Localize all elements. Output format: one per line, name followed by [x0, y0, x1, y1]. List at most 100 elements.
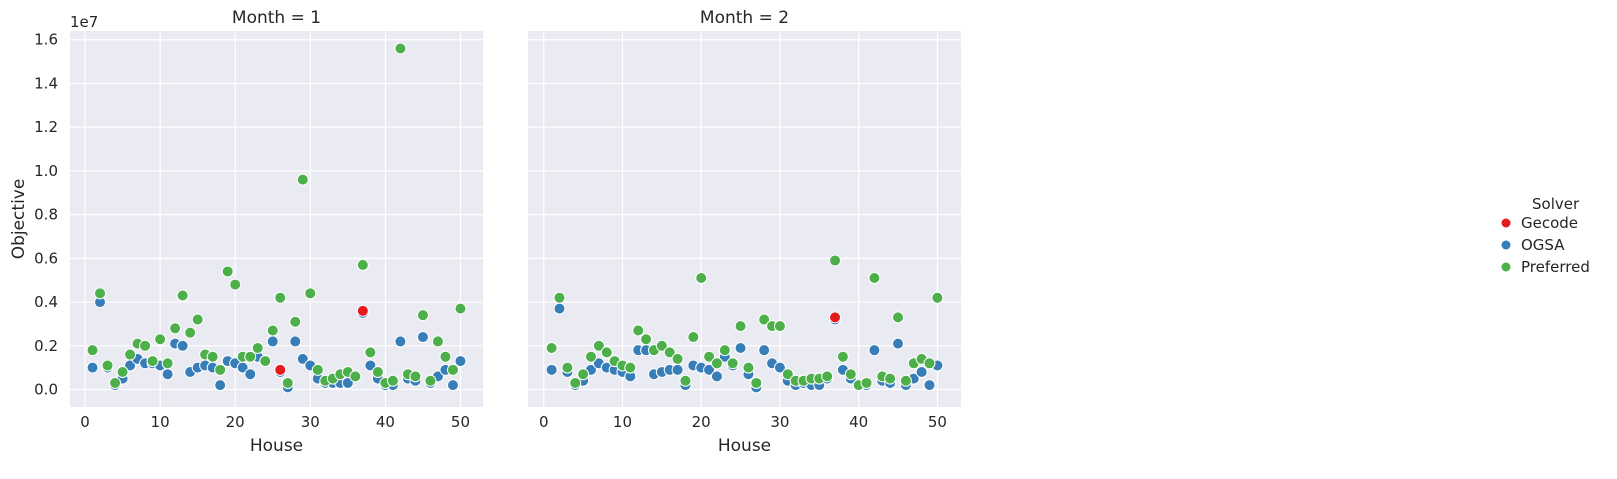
- legend-marker: [1501, 240, 1511, 250]
- data-point-preferred: [569, 376, 582, 389]
- data-point-preferred: [592, 339, 605, 352]
- legend-label: Gecode: [1521, 214, 1578, 232]
- data-point-preferred: [356, 258, 369, 271]
- data-point-preferred: [687, 331, 700, 344]
- data-point-preferred: [679, 374, 692, 387]
- data-point-ogsa: [266, 335, 279, 348]
- data-point-preferred: [640, 333, 653, 346]
- data-point-gecode: [829, 311, 842, 324]
- data-point-preferred: [154, 333, 167, 346]
- series-preferred: [545, 254, 944, 392]
- y-tick-label: 1.0: [34, 162, 58, 180]
- x-tick-label: 50: [928, 413, 947, 431]
- data-point-preferred: [577, 368, 590, 381]
- data-point-ogsa: [454, 355, 467, 368]
- data-point-preferred: [431, 335, 444, 348]
- data-point-ogsa: [923, 379, 936, 392]
- legend: Solver Gecode OGSA Preferred: [1501, 195, 1590, 276]
- y-tick-label: 0.0: [34, 381, 58, 399]
- data-point-preferred: [710, 357, 723, 370]
- data-point-ogsa: [545, 363, 558, 376]
- data-point-preferred: [386, 374, 399, 387]
- data-point-preferred: [624, 361, 637, 374]
- data-point-preferred: [931, 291, 944, 304]
- y-axis-label: Objective: [9, 179, 29, 260]
- legend-label: OGSA: [1521, 236, 1565, 254]
- data-point-preferred: [116, 366, 129, 379]
- data-point-preferred: [394, 42, 407, 55]
- data-point-ogsa: [703, 363, 716, 376]
- legend-entries: Gecode OGSA Preferred: [1501, 214, 1590, 276]
- y-tick-label: 1.2: [34, 118, 58, 136]
- data-point-preferred: [416, 309, 429, 322]
- legend-item-preferred: Preferred: [1501, 258, 1590, 276]
- x-tick-label: 0: [539, 413, 549, 431]
- series-gecode: [274, 304, 369, 376]
- y-tick-label: 1.4: [34, 74, 58, 92]
- data-point-preferred: [561, 361, 574, 374]
- legend-marker: [1501, 262, 1511, 272]
- data-point-ogsa: [446, 379, 459, 392]
- data-point-preferred: [884, 372, 897, 385]
- data-point-ogsa: [773, 361, 786, 374]
- data-point-gecode: [356, 304, 369, 317]
- data-point-preferred: [274, 291, 287, 304]
- data-point-preferred: [600, 346, 613, 359]
- data-point-preferred: [632, 324, 645, 337]
- x-tick-label: 40: [376, 413, 395, 431]
- data-point-preferred: [439, 350, 452, 363]
- y-tick-label: 0.6: [34, 249, 58, 267]
- data-point-preferred: [221, 265, 234, 278]
- legend-item-gecode: Gecode: [1501, 214, 1578, 232]
- data-point-preferred: [892, 311, 905, 324]
- data-point-preferred: [109, 376, 122, 389]
- data-point-preferred: [545, 341, 558, 354]
- data-point-preferred: [703, 350, 716, 363]
- data-point-preferred: [671, 352, 684, 365]
- data-point-preferred: [161, 357, 174, 370]
- data-point-preferred: [860, 376, 873, 389]
- data-point-preferred: [742, 361, 755, 374]
- data-point-preferred: [251, 341, 264, 354]
- data-point-preferred: [718, 344, 731, 357]
- data-point-preferred: [844, 368, 857, 381]
- data-point-preferred: [829, 254, 842, 267]
- data-point-preferred: [584, 350, 597, 363]
- x-tick-label: 20: [226, 413, 245, 431]
- data-point-preferred: [101, 359, 114, 372]
- data-point-ogsa: [553, 302, 566, 315]
- data-point-preferred: [191, 313, 204, 326]
- data-point-ogsa: [214, 379, 227, 392]
- data-point-preferred: [86, 344, 99, 357]
- data-point-preferred: [176, 289, 189, 302]
- data-point-ogsa: [161, 368, 174, 381]
- y-tick-label: 0.4: [34, 293, 58, 311]
- data-point-preferred: [821, 370, 834, 383]
- data-point-preferred: [146, 355, 159, 368]
- data-point-preferred: [244, 350, 257, 363]
- data-point-preferred: [663, 346, 676, 359]
- data-point-preferred: [296, 173, 309, 186]
- panel-2: 0 10 20 30 40 50 Month = 2 House: [528, 8, 961, 456]
- data-point-preferred: [349, 370, 362, 383]
- data-point-preferred: [124, 348, 137, 361]
- x-axis-label: House: [250, 436, 303, 456]
- x-tick-label: 30: [301, 413, 320, 431]
- data-point-preferred: [304, 287, 317, 300]
- x-tick-label: 40: [849, 413, 868, 431]
- data-point-ogsa: [710, 370, 723, 383]
- data-point-preferred: [289, 315, 302, 328]
- data-point-ogsa: [671, 363, 684, 376]
- data-point-ogsa: [176, 339, 189, 352]
- data-point-preferred: [139, 339, 152, 352]
- data-point-preferred: [758, 313, 771, 326]
- data-point-ogsa: [868, 344, 881, 357]
- data-point-preferred: [923, 357, 936, 370]
- y-tick-label: 0.8: [34, 206, 58, 224]
- data-point-preferred: [94, 287, 107, 300]
- data-point-ogsa: [416, 331, 429, 344]
- legend-title: Solver: [1532, 195, 1580, 213]
- data-point-preferred: [655, 339, 668, 352]
- x-tick-label: 20: [692, 413, 711, 431]
- data-point-preferred: [409, 370, 422, 383]
